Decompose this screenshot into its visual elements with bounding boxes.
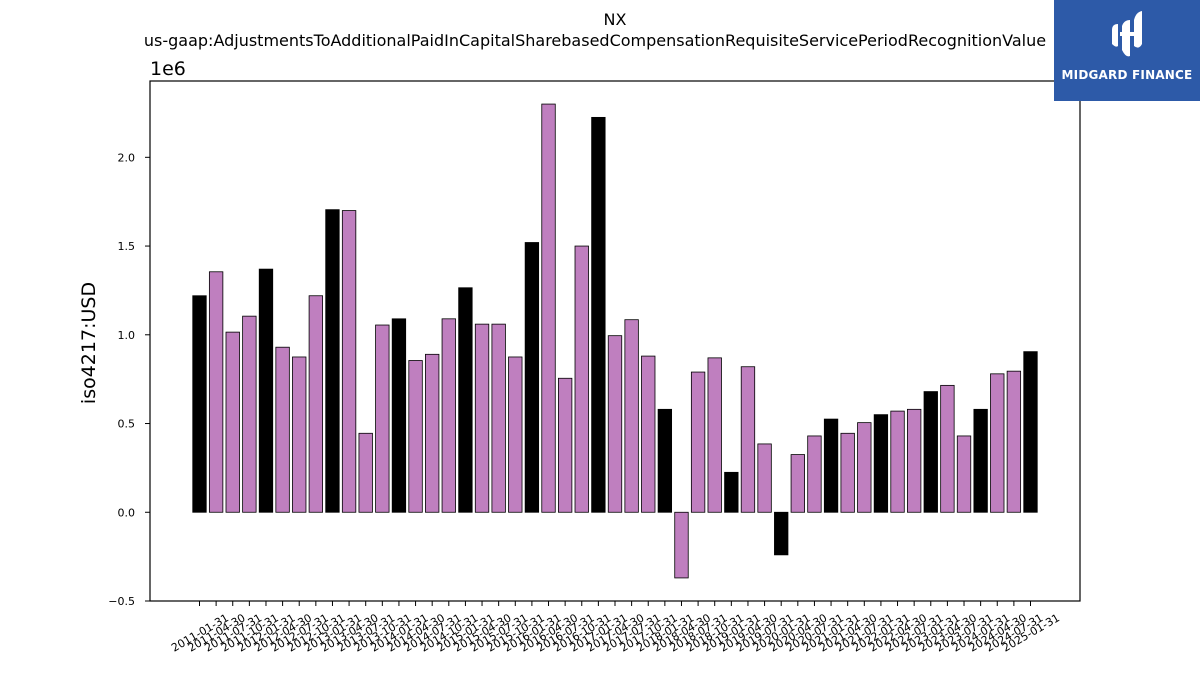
brand-logo: MIDGARD FINANCE: [1054, 0, 1200, 101]
midgard-logo-icon: [1112, 11, 1142, 57]
bar-2016-04-30: [541, 103, 556, 513]
y-offset-label: 1e6: [150, 58, 186, 80]
bar-2022-01-31: [873, 414, 889, 513]
bar-2024-01-31: [973, 408, 988, 513]
bar-2019-04-30: [740, 366, 756, 513]
bar-2015-01-31: [458, 287, 473, 513]
bar-2025-01-31: [1023, 351, 1038, 513]
bar-2015-10-31: [508, 356, 523, 513]
bar-2024-07-31: [1006, 370, 1022, 513]
bar-2018-01-31: [657, 408, 673, 513]
bar-2013-07-31: [358, 432, 373, 513]
bar-2017-07-31: [624, 319, 639, 513]
bar-2014-10-31: [441, 318, 456, 513]
bar-2019-07-31: [757, 443, 772, 513]
logo-text: MIDGARD FINANCE: [1061, 68, 1193, 82]
bar-2017-04-30: [607, 335, 623, 513]
bar-2015-04-30: [474, 323, 490, 513]
y-axis-label: iso4217:USD: [78, 282, 100, 404]
y-tick-label: 1.5: [118, 240, 136, 253]
bar-2013-01-31: [325, 209, 340, 513]
bar-2022-07-31: [907, 408, 922, 513]
bar-2019-01-31: [724, 471, 739, 513]
y-tick-label: 0.5: [118, 418, 136, 431]
bar-2017-10-31: [641, 355, 656, 513]
bar-2021-04-30: [840, 432, 855, 513]
bars-group: [192, 103, 1038, 579]
bar-2014-04-30: [408, 360, 423, 513]
bar-2022-04-30: [890, 410, 905, 513]
bar-2012-10-31: [308, 295, 323, 513]
bar-2018-10-31: [707, 357, 722, 513]
y-tick-label: 1.0: [118, 329, 136, 342]
bar-2012-07-31: [292, 356, 307, 513]
bar-2016-01-31: [524, 242, 540, 513]
bar-2023-07-31: [956, 435, 972, 513]
bar-2020-07-31: [807, 435, 822, 513]
bar-2012-04-30: [275, 346, 290, 513]
bar-2021-07-31: [857, 422, 872, 513]
y-tick-label: −0.5: [108, 595, 135, 608]
bar-2018-07-31: [690, 371, 706, 513]
bar-2023-04-30: [940, 384, 955, 513]
y-tick-label: 2.0: [118, 151, 136, 164]
bar-2013-04-30: [341, 210, 357, 513]
bar-2014-01-31: [391, 318, 407, 513]
y-tick-label: 0.0: [118, 506, 136, 519]
x-ticks: 2011-01-312011-04-302011-07-312011-10-31…: [169, 601, 1062, 655]
bar-2017-01-31: [591, 116, 606, 513]
bar-2015-07-31: [491, 323, 506, 513]
chart-title: NX: [604, 10, 627, 29]
bar-2011-10-31: [242, 315, 257, 513]
chart-subtitle: us-gaap:AdjustmentsToAdditionalPaidInCap…: [144, 31, 1046, 50]
bar-2020-04-30: [790, 454, 805, 513]
bar-2013-10-31: [375, 324, 390, 513]
bar-2023-01-31: [923, 391, 938, 513]
bar-2011-07-31: [225, 331, 240, 513]
bar-2012-01-31: [258, 268, 274, 513]
bar-2011-01-31: [192, 295, 207, 513]
plot-frame: [149, 80, 1081, 602]
bar-2024-04-30: [990, 373, 1005, 513]
bar-2011-04-30: [208, 271, 224, 513]
bar-2016-07-31: [557, 377, 573, 513]
bar-2016-10-31: [574, 245, 589, 513]
y-ticks: −0.5 0.0 0.5 1.0 1.5 2.0: [108, 151, 150, 608]
bar-2018-04-30: [674, 511, 689, 579]
bar-2021-01-31: [823, 418, 839, 513]
bar-2014-07-31: [425, 353, 440, 513]
bar-2020-01-31: [774, 511, 789, 556]
